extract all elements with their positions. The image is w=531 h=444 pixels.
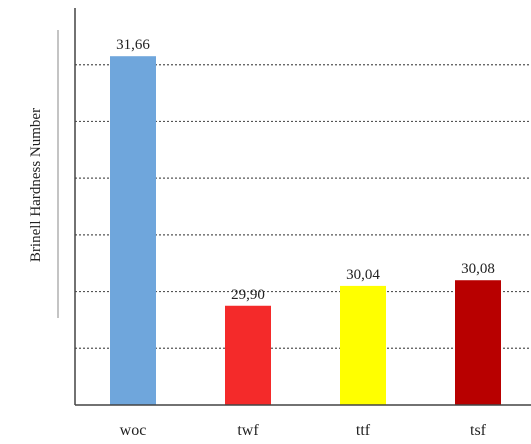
data-label-twf: 29,90	[231, 287, 265, 303]
x-tick-woc: woc	[120, 422, 147, 439]
bar-tsf	[455, 280, 501, 405]
data-label-tsf: 30,08	[461, 261, 495, 277]
data-label-ttf: 30,04	[346, 267, 380, 283]
data-label-woc: 31,66	[116, 37, 150, 53]
x-tick-twf: twf	[237, 422, 259, 439]
bar-woc	[110, 56, 156, 405]
bars	[110, 56, 501, 405]
x-tick-labels: woc twf ttf tsf	[120, 422, 487, 439]
y-axis-label: Brinell Hardness Number	[28, 108, 44, 262]
bar-twf	[225, 305, 271, 405]
x-tick-ttf: ttf	[356, 422, 371, 439]
bar-ttf	[340, 285, 386, 405]
x-tick-tsf: tsf	[470, 422, 487, 439]
data-labels: 31,66 29,90 30,04 30,08	[116, 37, 495, 303]
